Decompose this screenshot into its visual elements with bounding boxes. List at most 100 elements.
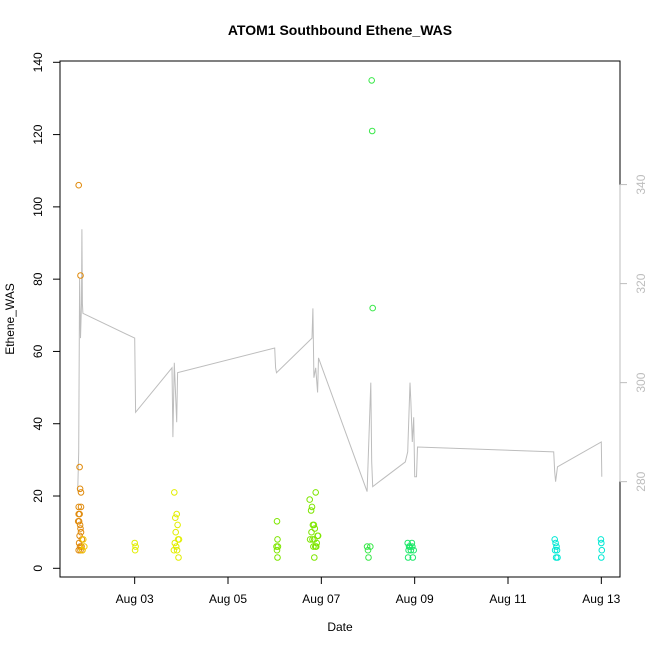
- data-point: [77, 489, 85, 496]
- data-point: [132, 543, 139, 550]
- data-point: [552, 539, 559, 547]
- data-point: [306, 536, 314, 543]
- y-tick-label: 140: [31, 52, 45, 72]
- altitude-line: [77, 229, 603, 492]
- x-tick-label: Aug 07: [302, 592, 340, 606]
- y-axis: 0 20 40 60 80 100 120 140: [31, 52, 61, 572]
- data-point: [75, 510, 82, 518]
- data-point: [306, 496, 314, 503]
- data-point: [314, 532, 322, 540]
- y2-tick-label: 280: [634, 471, 648, 491]
- data-point: [313, 539, 321, 547]
- data-point: [76, 521, 84, 529]
- data-point: [406, 543, 414, 550]
- data-point: [310, 521, 318, 529]
- data-point: [311, 554, 318, 561]
- data-point: [274, 554, 281, 561]
- data-point: [75, 546, 82, 554]
- x-tick-label: Aug 11: [489, 592, 526, 606]
- data-point: [553, 543, 560, 550]
- data-point: [171, 489, 178, 496]
- data-point: [312, 543, 320, 550]
- data-point: [408, 539, 416, 547]
- y2-tick-label: 300: [634, 372, 648, 392]
- data-point: [274, 543, 282, 550]
- y-tick-label: 120: [31, 124, 45, 144]
- data-point: [369, 304, 377, 312]
- altitude-line-layer: [77, 229, 603, 492]
- data-point: [407, 546, 415, 554]
- data-point: [76, 485, 84, 493]
- data-point: [405, 546, 412, 554]
- data-point: [273, 518, 281, 525]
- data-point: [80, 536, 87, 543]
- y-axis-label: Ethene_WAS: [3, 283, 17, 355]
- data-point: [554, 554, 561, 561]
- data-point: [410, 546, 418, 554]
- data-point: [598, 546, 606, 554]
- data-point: [77, 525, 84, 532]
- data-point: [307, 507, 315, 514]
- data-point: [77, 546, 84, 554]
- data-point: [172, 528, 179, 536]
- data-point: [364, 546, 372, 554]
- data-point: [553, 546, 561, 554]
- data-point: [310, 543, 317, 550]
- data-point: [551, 546, 559, 554]
- y-tick-label: 40: [31, 417, 45, 431]
- data-point: [131, 539, 138, 547]
- data-point: [173, 510, 180, 518]
- data-point: [409, 554, 417, 561]
- data-point: [368, 127, 376, 135]
- y-tick-label: 80: [31, 272, 45, 286]
- data-point: [79, 546, 86, 554]
- data-point: [312, 489, 320, 496]
- y2-tick-label: 340: [634, 174, 648, 194]
- y-tick-label: 60: [31, 344, 45, 358]
- x-tick-label: Aug 03: [116, 592, 154, 606]
- data-point: [175, 554, 182, 561]
- x-axis-label: Date: [327, 620, 353, 634]
- data-point: [75, 503, 82, 511]
- y-tick-label: 100: [31, 197, 45, 217]
- data-point: [171, 539, 179, 547]
- data-point: [363, 543, 371, 550]
- data-point: [173, 546, 181, 554]
- y-tick-label: 0: [31, 565, 45, 572]
- data-point: [311, 525, 319, 532]
- plot-frame: [59, 60, 621, 578]
- x-tick-label: Aug 09: [396, 592, 434, 606]
- data-point: [368, 77, 376, 84]
- secondary-y-axis: 280 300 320 340: [619, 174, 648, 492]
- data-point: [598, 554, 605, 561]
- data-point: [308, 528, 315, 536]
- data-point: [274, 536, 281, 543]
- data-point: [77, 503, 85, 511]
- data-point: [365, 554, 372, 561]
- data-point: [308, 503, 316, 511]
- data-point: [309, 536, 316, 543]
- data-point: [74, 518, 82, 525]
- x-axis: Aug 03 Aug 05 Aug 07 Aug 09 Aug 11 Aug 13: [116, 576, 621, 606]
- data-point: [273, 546, 281, 554]
- data-point: [597, 536, 605, 543]
- data-point: [77, 528, 85, 536]
- data-point: [81, 543, 88, 550]
- data-point: [551, 536, 559, 543]
- y-tick-label: 20: [31, 489, 45, 503]
- data-point: [75, 181, 82, 189]
- data-points-layer: [74, 77, 606, 561]
- data-point: [131, 546, 139, 554]
- chart-title: ATOM1 Southbound Ethene_WAS: [228, 22, 452, 38]
- data-point: [77, 272, 84, 279]
- x-tick-label: Aug 13: [582, 592, 620, 606]
- data-point: [598, 539, 605, 547]
- data-point: [175, 536, 183, 543]
- x-tick-label: Aug 05: [209, 592, 247, 606]
- data-point: [404, 554, 412, 561]
- data-point: [409, 543, 416, 550]
- data-point: [174, 521, 181, 529]
- y2-tick-label: 320: [634, 273, 648, 293]
- data-point: [170, 546, 178, 554]
